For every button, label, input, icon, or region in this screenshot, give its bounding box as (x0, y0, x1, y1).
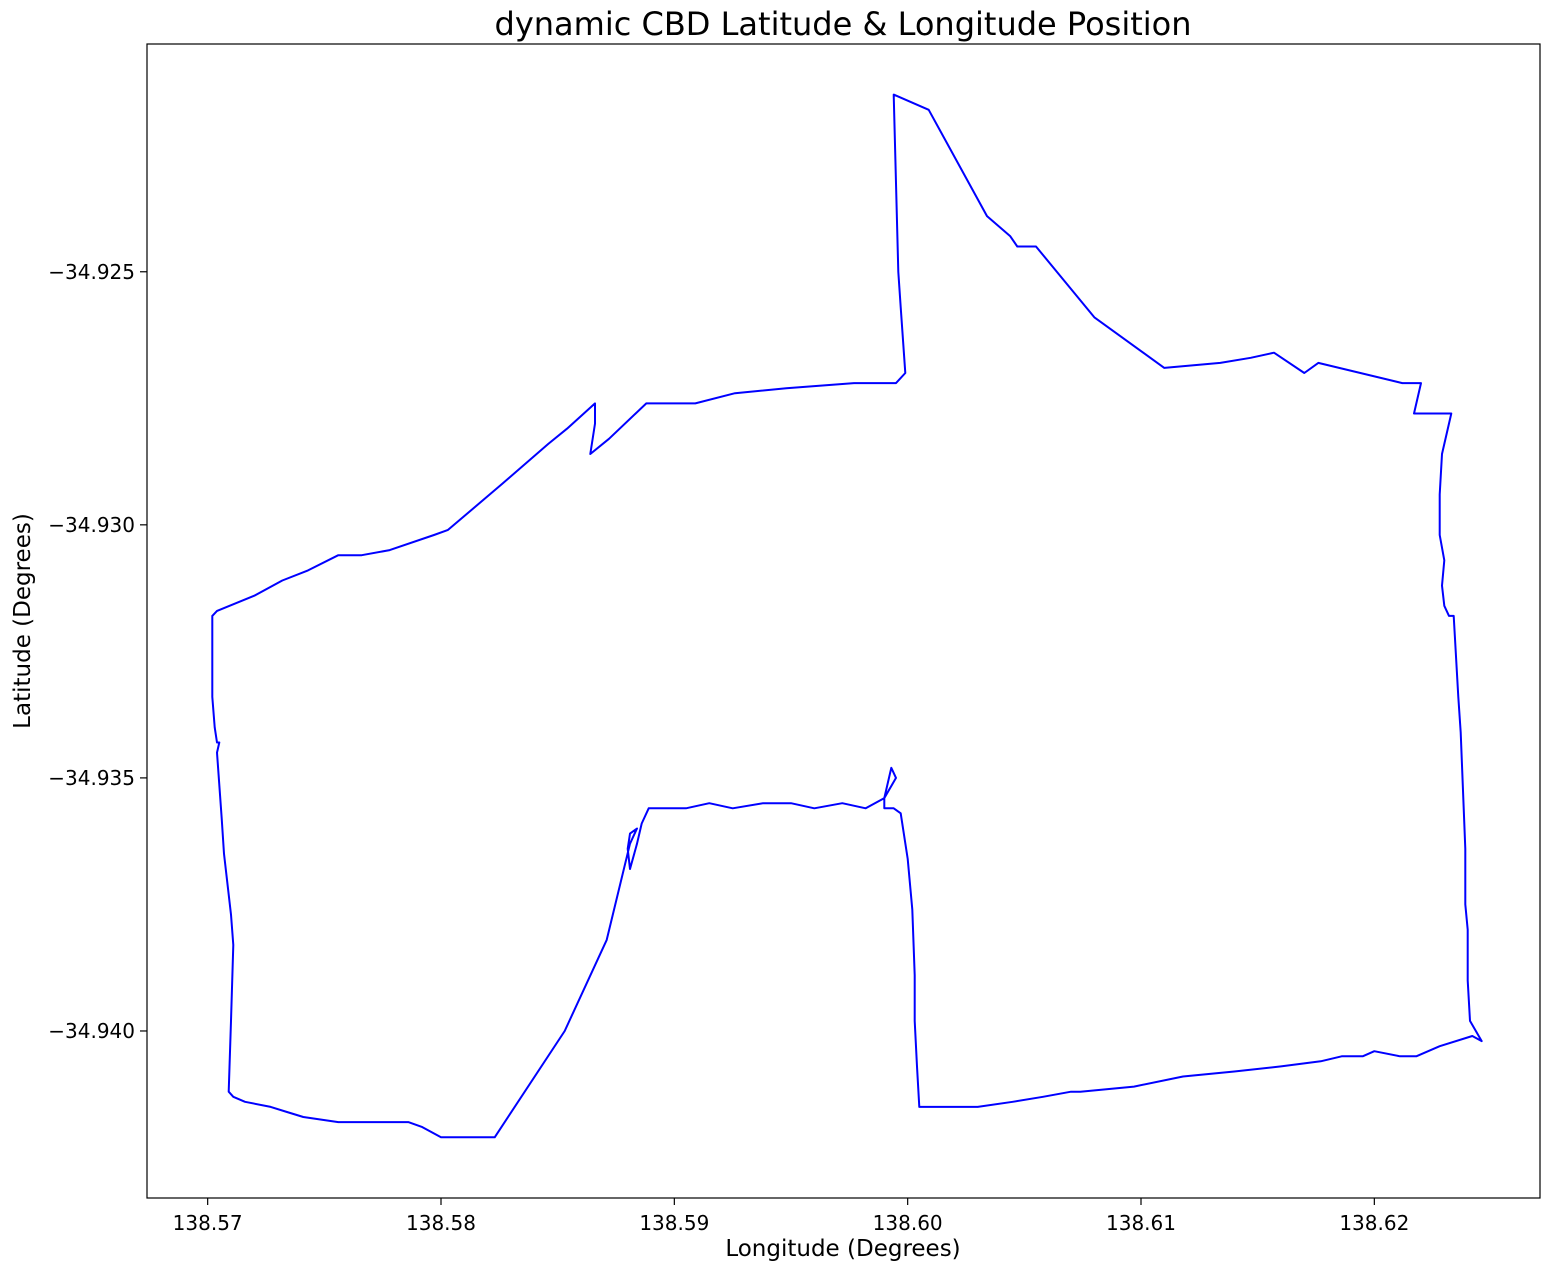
x-tick-label: 138.62 (1339, 1211, 1409, 1235)
plot-area (146, 43, 1541, 1199)
plot-frame (146, 43, 1541, 1199)
y-axis-label: Latitude (Degrees) (10, 513, 36, 729)
y-tick-label: −34.935 (48, 766, 135, 790)
y-axis: −34.925 −34.930 −34.935 −34.940 (48, 260, 147, 1043)
y-tick-label: −34.925 (48, 260, 135, 284)
chart-title: dynamic CBD Latitude & Longitude Positio… (495, 5, 1192, 43)
x-tick-label: 138.58 (406, 1211, 476, 1235)
trajectory-line (211, 93, 1483, 1139)
x-tick-label: 138.61 (1106, 1211, 1176, 1235)
y-tick-label: −34.940 (48, 1019, 135, 1043)
x-tick-label: 138.59 (639, 1211, 709, 1235)
x-axis: 138.57 138.58 138.59 138.60 138.61 138.62 (173, 1198, 1409, 1235)
x-tick-label: 138.57 (173, 1211, 243, 1235)
x-tick-label: 138.60 (873, 1211, 943, 1235)
y-tick-label: −34.930 (48, 513, 135, 537)
x-axis-label: Longitude (Degrees) (725, 1236, 960, 1262)
